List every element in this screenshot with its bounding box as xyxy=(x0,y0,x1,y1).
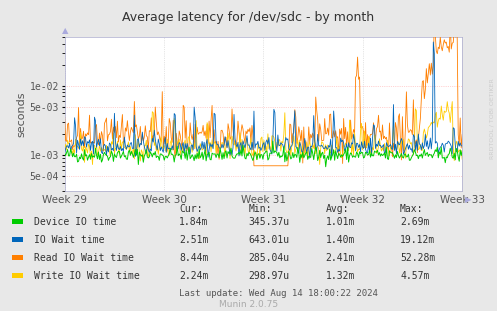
Text: Max:: Max: xyxy=(400,204,423,214)
Text: 1.84m: 1.84m xyxy=(179,217,208,227)
Text: RRDTOOL / TOBI OETIKER: RRDTOOL / TOBI OETIKER xyxy=(490,78,495,159)
Text: 1.01m: 1.01m xyxy=(326,217,355,227)
Text: ▶: ▶ xyxy=(465,195,472,204)
Text: 19.12m: 19.12m xyxy=(400,235,435,245)
Text: ▲: ▲ xyxy=(62,26,68,35)
Text: 1.32m: 1.32m xyxy=(326,271,355,281)
Text: 2.69m: 2.69m xyxy=(400,217,429,227)
Y-axis label: seconds: seconds xyxy=(17,91,27,137)
Text: Cur:: Cur: xyxy=(179,204,202,214)
Text: 8.44m: 8.44m xyxy=(179,253,208,263)
Text: Min:: Min: xyxy=(248,204,272,214)
Text: IO Wait time: IO Wait time xyxy=(34,235,104,245)
Text: Write IO Wait time: Write IO Wait time xyxy=(34,271,140,281)
Text: Munin 2.0.75: Munin 2.0.75 xyxy=(219,299,278,309)
Text: Last update: Wed Aug 14 18:00:22 2024: Last update: Wed Aug 14 18:00:22 2024 xyxy=(179,290,378,298)
Text: Device IO time: Device IO time xyxy=(34,217,116,227)
Text: 4.57m: 4.57m xyxy=(400,271,429,281)
Text: 345.37u: 345.37u xyxy=(248,217,290,227)
Text: Avg:: Avg: xyxy=(326,204,349,214)
Text: Read IO Wait time: Read IO Wait time xyxy=(34,253,134,263)
Text: 298.97u: 298.97u xyxy=(248,271,290,281)
Text: 52.28m: 52.28m xyxy=(400,253,435,263)
Text: 1.40m: 1.40m xyxy=(326,235,355,245)
Text: 2.51m: 2.51m xyxy=(179,235,208,245)
Text: Average latency for /dev/sdc - by month: Average latency for /dev/sdc - by month xyxy=(122,11,375,24)
Text: 285.04u: 285.04u xyxy=(248,253,290,263)
Text: 643.01u: 643.01u xyxy=(248,235,290,245)
Text: 2.24m: 2.24m xyxy=(179,271,208,281)
Text: 2.41m: 2.41m xyxy=(326,253,355,263)
